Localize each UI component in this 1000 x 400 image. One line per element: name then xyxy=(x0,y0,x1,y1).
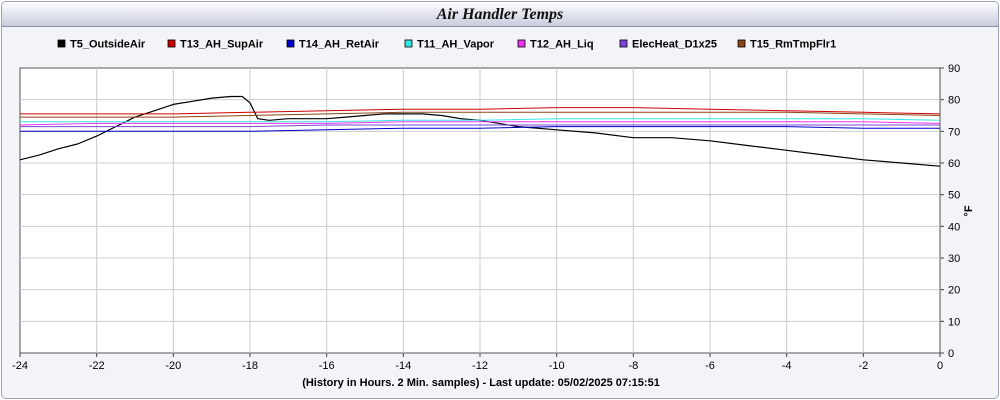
x-tick-label: -16 xyxy=(319,360,335,372)
x-tick-label: -24 xyxy=(12,360,28,372)
y-tick-label: 40 xyxy=(948,221,960,233)
y-axis-label: °F xyxy=(963,205,975,216)
legend-swatch xyxy=(619,39,628,48)
legend-label: T12_AH_Liq xyxy=(530,39,594,51)
x-tick-label: -8 xyxy=(628,360,638,372)
x-tick-label: -20 xyxy=(165,360,181,372)
series-line-T13_AH_SupAir xyxy=(20,107,941,115)
x-tick-label: 0 xyxy=(937,360,943,372)
y-tick-label: 0 xyxy=(948,348,954,360)
x-tick-label: -2 xyxy=(858,360,868,372)
y-tick-label: 80 xyxy=(948,95,960,107)
series-line-T14_AH_RetAir xyxy=(20,126,940,132)
y-tick-label: 90 xyxy=(948,63,960,75)
y-tick-label: 10 xyxy=(948,316,960,328)
legend-swatch xyxy=(737,39,746,48)
x-tick-label: -4 xyxy=(782,360,792,372)
x-axis-ticks: -24 -22 -20 -18 -16 -14 -12 -10 -8 -6 -4 -2 0 xyxy=(12,353,943,372)
x-tick-label: -12 xyxy=(472,360,488,372)
series-line-T12_AH_Liq xyxy=(19,121,941,126)
series-line-ElecHeat_D1x25 xyxy=(20,124,940,128)
x-tick-label: -22 xyxy=(89,360,105,372)
legend-swatch xyxy=(404,39,413,48)
legend-swatch xyxy=(167,39,176,48)
legend-swatch xyxy=(286,39,295,48)
x-axis-label: (History in Hours. 2 Min. samples) - Las… xyxy=(302,377,660,389)
chart-title: Air Handler Temps xyxy=(436,6,564,23)
legend-label: T15_RmTmpFlr1 xyxy=(750,39,836,51)
y-tick-label: 20 xyxy=(948,285,960,297)
legend-label: ElecHeat_D1x25 xyxy=(632,39,717,51)
legend-swatch xyxy=(517,39,526,48)
y-tick-label: 60 xyxy=(948,158,960,170)
x-tick-label: -6 xyxy=(705,360,715,372)
series-line-T5_OutsideAir xyxy=(19,95,941,167)
series-line-T15_RmTmpFlr1 xyxy=(20,111,941,118)
series-group xyxy=(19,95,941,167)
y-tick-label: 70 xyxy=(948,126,960,138)
y-tick-label: 50 xyxy=(948,190,960,202)
x-tick-label: -14 xyxy=(395,360,411,372)
legend-label: T14_AH_RetAir xyxy=(299,39,380,51)
legend-label: T11_AH_Vapor xyxy=(417,39,495,51)
y-axis-ticks: 0 10 20 30 40 50 60 70 80 90 xyxy=(940,63,960,360)
grid-lines xyxy=(20,68,940,353)
series-line-T11_AH_Vapor xyxy=(20,118,941,123)
legend: T5_OutsideAir T13_AH_SupAir T14_AH_RetAir T… xyxy=(57,39,836,51)
legend-label: T5_OutsideAir xyxy=(70,39,146,51)
y-tick-label: 30 xyxy=(948,253,960,265)
x-tick-label: -10 xyxy=(549,360,565,372)
legend-label: T13_AH_SupAir xyxy=(180,39,264,51)
chart-title-bar: Air Handler Temps xyxy=(2,2,998,27)
x-tick-label: -18 xyxy=(242,360,258,372)
legend-swatch xyxy=(57,39,66,48)
